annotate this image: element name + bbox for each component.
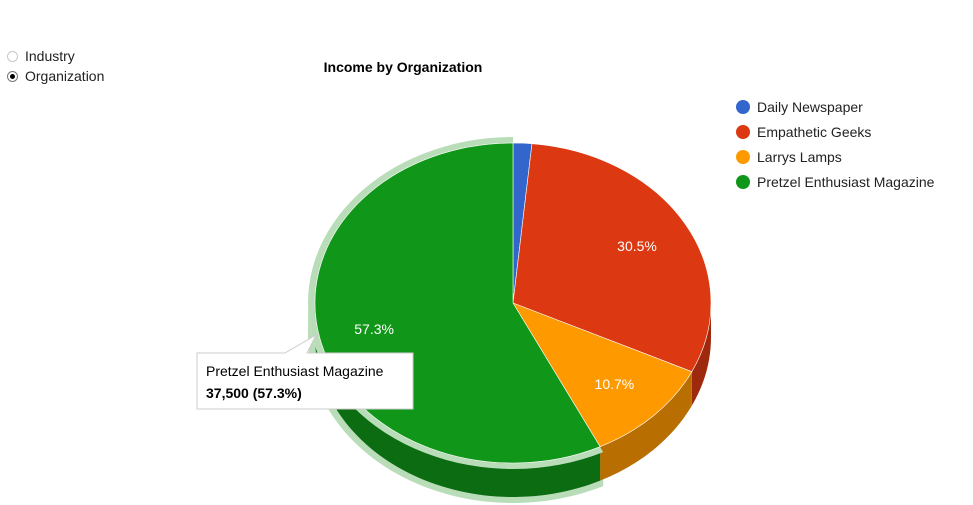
radio-option-organization[interactable]: Organization (7, 66, 104, 86)
radio-industry-button[interactable] (7, 50, 18, 62)
legend-marker-daily-newspaper (736, 100, 750, 114)
pie-slice-larrys-lamps[interactable] (512, 302, 693, 448)
pie-side-pretzel-enthusiast-magazine (315, 303, 601, 497)
tooltip-label: Pretzel Enthusiast Magazine (206, 363, 384, 379)
legend-label-empathetic-geeks: Empathetic Geeks (757, 124, 871, 140)
legend-label-larrys-lamps: Larrys Lamps (757, 149, 842, 165)
tooltip: Pretzel Enthusiast Magazine 37,500 (57.3%… (196, 333, 414, 410)
legend-label-daily-newspaper: Daily Newspaper (757, 99, 863, 115)
pie-labels-group: 30.5% 10.7% 57.3% (354, 238, 657, 392)
grouping-radio-group: Industry Organization (7, 46, 104, 86)
legend-label-pretzel-enthusiast-magazine: Pretzel Enthusiast Magazine (757, 174, 935, 190)
tooltip-box (196, 333, 414, 410)
slice-percent-label-larrys-lamps: 10.7% (595, 376, 635, 392)
radio-organization-label: Organization (25, 68, 105, 84)
pie-side-larrys-lamps (600, 371, 692, 481)
legend-marker-larrys-lamps (736, 150, 750, 164)
slice-percent-label-pretzel-enthusiast-magazine: 57.3% (354, 321, 394, 337)
pie-slice-empathetic-geeks[interactable] (512, 143, 712, 373)
radio-industry-label: Industry (25, 48, 75, 64)
chart-title: Income by Organization (324, 59, 483, 75)
legend-marker-pretzel-enthusiast-magazine (736, 175, 750, 189)
slice-percent-label-empathetic-geeks: 30.5% (617, 238, 657, 254)
radio-organization-button[interactable] (7, 70, 18, 82)
legend-marker-empathetic-geeks (736, 125, 750, 139)
radio-option-industry[interactable]: Industry (7, 46, 104, 66)
pie-depth-group (308, 303, 711, 503)
pie-side-empathetic-geeks (691, 303, 711, 406)
legend: Daily Newspaper Empathetic Geeks Larrys La… (736, 99, 935, 190)
tooltip-value: 37,500 (57.3%) (206, 385, 302, 401)
